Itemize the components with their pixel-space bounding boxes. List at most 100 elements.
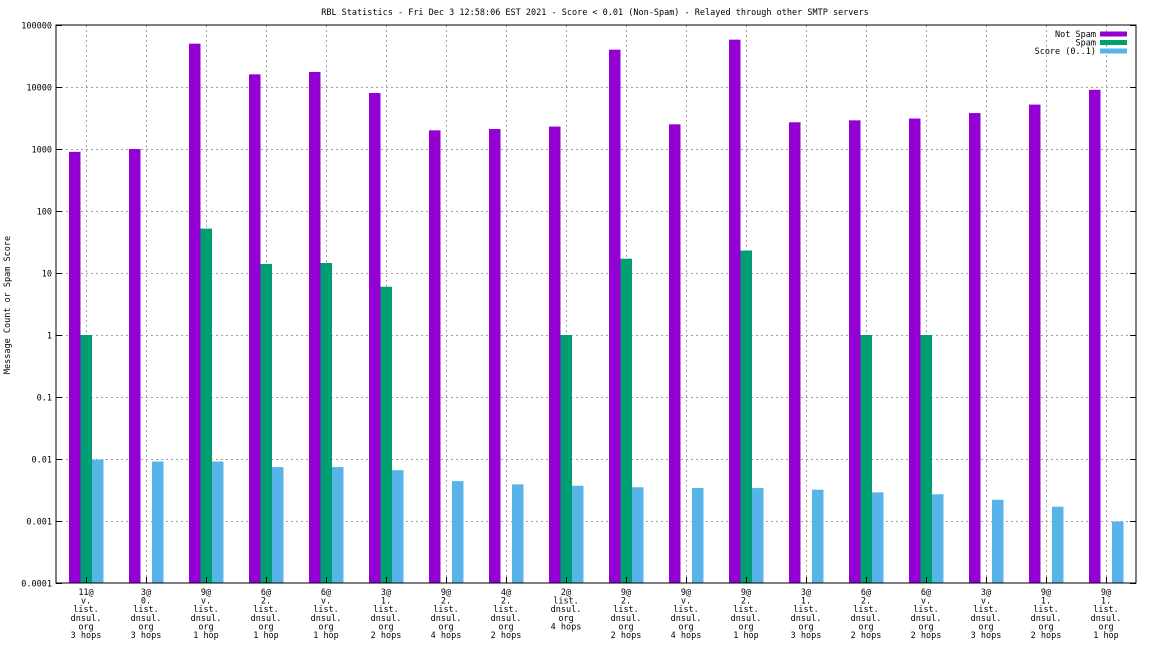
x-tick-label: dnsul.: [911, 614, 942, 624]
x-tick-label: org: [738, 622, 753, 632]
x-tick-label: 3 hops: [71, 631, 102, 641]
bar-score-0-1: [632, 487, 644, 583]
x-tick-label: 1 hop: [193, 631, 219, 641]
x-tick-label: 9@: [1041, 588, 1051, 598]
x-tick-label: org: [498, 622, 513, 632]
x-tick-label: 9@: [681, 588, 691, 598]
x-tick-label: 6@: [921, 588, 931, 598]
y-tick-label: 100: [37, 208, 52, 218]
x-tick-label: 2.: [261, 597, 271, 607]
x-tick-label: org: [258, 622, 273, 632]
x-tick-label: list.: [1033, 605, 1059, 615]
bar-score-0-1: [692, 488, 704, 583]
x-tick-label: org: [1098, 622, 1113, 632]
y-axis-ticks: 100000 10000 1000 100 10 1 0.1 0.01 0.001 0.0001: [21, 22, 1136, 590]
x-tick-label: list.: [433, 605, 459, 615]
x-tick-label: v.: [81, 597, 91, 607]
x-tick-label: dnsul.: [251, 614, 282, 624]
bar-score-0-1: [572, 485, 584, 583]
bar-spam: [860, 335, 872, 583]
x-tick-label: dnsul.: [1091, 614, 1122, 624]
x-tick-label: dnsul.: [131, 614, 162, 624]
x-tick-label: list.: [73, 605, 99, 615]
y-tick-label: 10: [42, 270, 52, 280]
x-tick-label: list.: [673, 605, 699, 615]
x-tick-label: 3 hops: [131, 631, 162, 641]
bar-not-spam: [249, 74, 261, 584]
x-tick-label: org: [138, 622, 153, 632]
bar-spam: [380, 286, 392, 583]
x-tick-label: org: [558, 614, 573, 624]
x-tick-label: list.: [913, 605, 939, 615]
bar-score-0-1: [812, 489, 824, 583]
y-tick-label: 1000: [32, 146, 52, 156]
x-tick-label: 1.: [1041, 597, 1051, 607]
x-tick-label: 9@: [621, 588, 631, 598]
x-tick-label: dnsul.: [71, 614, 102, 624]
x-tick-label: 4 hops: [551, 622, 582, 632]
bar-score-0-1: [1052, 506, 1064, 583]
bar-not-spam: [549, 126, 561, 583]
bar-not-spam: [1089, 89, 1101, 583]
bar-score-0-1: [92, 459, 104, 583]
x-tick-label: 3 hops: [971, 631, 1002, 641]
x-tick-label: list.: [553, 597, 579, 607]
x-tick-label: 1 hop: [253, 631, 279, 641]
x-tick-label: list.: [853, 605, 879, 615]
x-tick-label: 3@: [981, 588, 991, 598]
bar-score-0-1: [452, 481, 464, 583]
legend-swatch: [1100, 48, 1127, 54]
x-tick-label: 0.: [141, 597, 151, 607]
x-tick-label: 2@: [561, 588, 571, 598]
x-tick-label: v.: [921, 597, 931, 607]
bar-not-spam: [189, 43, 201, 583]
x-tick-label: 2.: [621, 597, 631, 607]
bar-score-0-1: [932, 494, 944, 583]
y-axis-label: Message Count or Spam Score: [3, 236, 13, 374]
x-tick-label: 3@: [381, 588, 391, 598]
legend-label: Score (0..1): [1035, 47, 1096, 57]
bar-not-spam: [669, 124, 681, 583]
x-tick-label: 6@: [321, 588, 331, 598]
legend-label: Spam: [1076, 39, 1096, 49]
x-tick-label: 3@: [801, 588, 811, 598]
bar-spam: [740, 250, 752, 583]
bar-not-spam: [129, 149, 141, 583]
x-tick-label: dnsul.: [791, 614, 822, 624]
y-tick-label: 100000: [21, 22, 52, 32]
bar-score-0-1: [512, 484, 524, 583]
bar-not-spam: [369, 93, 381, 583]
y-tick-label: 1: [47, 332, 52, 342]
x-tick-label: list.: [373, 605, 399, 615]
x-tick-label: org: [378, 622, 393, 632]
x-tick-label: 1.: [801, 597, 811, 607]
bars: [69, 39, 1124, 584]
x-tick-label: 1 hop: [313, 631, 339, 641]
x-tick-label: 4@: [501, 588, 511, 598]
bar-not-spam: [909, 118, 921, 583]
bar-spam: [560, 335, 572, 583]
x-tick-label: org: [78, 622, 93, 632]
bar-score-0-1: [332, 467, 344, 583]
y-tick-label: 0.1: [37, 394, 52, 404]
bar-not-spam: [609, 49, 621, 583]
x-tick-label: dnsul.: [731, 614, 762, 624]
legend-swatch: [1100, 31, 1127, 37]
x-tick-label: org: [198, 622, 213, 632]
bar-not-spam: [489, 129, 501, 583]
bar-score-0-1: [992, 499, 1004, 583]
y-tick-label: 0.01: [32, 456, 52, 466]
chart-title: RBL Statistics - Fri Dec 3 12:58:06 EST …: [321, 8, 869, 18]
x-tick-label: 9@: [741, 588, 751, 598]
x-tick-label: org: [618, 622, 633, 632]
x-tick-label: org: [978, 622, 993, 632]
x-tick-label: 6@: [261, 588, 271, 598]
bar-spam: [620, 258, 632, 583]
x-tick-label: 1 hop: [1093, 631, 1119, 641]
y-tick-label: 0.001: [26, 518, 52, 528]
x-tick-label: list.: [133, 605, 159, 615]
x-tick-label: 2 hops: [371, 631, 402, 641]
